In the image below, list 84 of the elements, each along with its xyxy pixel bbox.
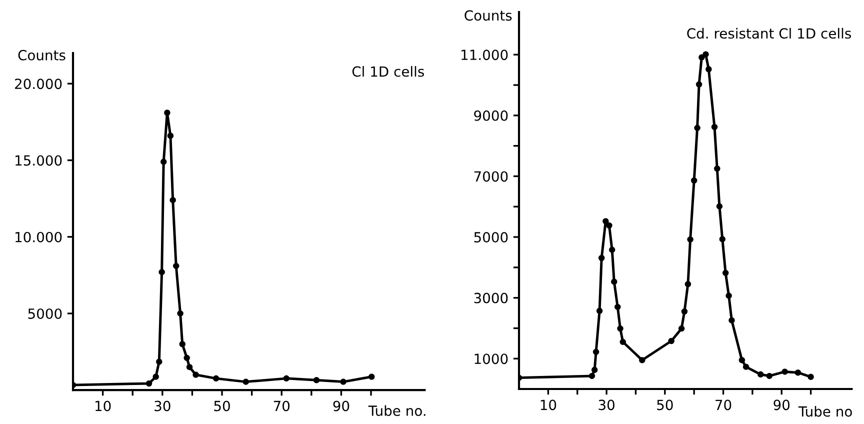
x-tick-label: 50 — [657, 400, 673, 410]
point — [702, 51, 709, 58]
x-tick-label: 90 — [774, 400, 790, 410]
point — [742, 364, 750, 370]
y-tick-label: 5000 — [474, 232, 508, 243]
point — [757, 371, 764, 378]
point — [706, 66, 712, 72]
point — [687, 236, 694, 243]
point — [598, 254, 605, 262]
y-tick-label: 3000 — [474, 292, 508, 304]
x-tick-label: 10 — [95, 400, 111, 412]
point — [728, 317, 735, 324]
x-axis-title: Tube no. — [368, 405, 426, 416]
point — [617, 325, 624, 332]
point — [602, 218, 609, 224]
y-axis-title: Counts — [18, 50, 66, 60]
point — [726, 292, 732, 299]
point — [164, 110, 170, 116]
point — [698, 54, 705, 61]
point — [340, 378, 346, 385]
y-tick-label: 20.000 — [15, 78, 62, 90]
x-tick-label: 10 — [540, 400, 556, 410]
text: Cd. resistant Cl 1D cells — [687, 28, 851, 39]
point — [158, 268, 165, 276]
point — [794, 369, 802, 376]
point — [596, 308, 603, 314]
point — [678, 325, 685, 332]
point — [716, 203, 723, 210]
y-tick-label: 5000 — [28, 308, 62, 319]
point — [167, 132, 174, 139]
point — [170, 196, 176, 204]
point — [242, 378, 249, 385]
point — [152, 374, 159, 380]
y-tick-label: 9000 — [474, 110, 508, 121]
point — [177, 310, 184, 317]
point — [782, 368, 788, 375]
point — [719, 236, 726, 242]
x-tick-label: 70 — [274, 400, 290, 412]
point — [592, 348, 600, 356]
point — [639, 357, 646, 364]
point — [711, 124, 718, 130]
point — [808, 374, 814, 380]
point — [186, 364, 193, 370]
point — [313, 376, 320, 384]
point — [611, 278, 618, 285]
point — [608, 246, 616, 253]
y-tick-label: 10.000 — [16, 232, 62, 242]
point — [146, 380, 152, 387]
point — [766, 372, 772, 380]
point — [690, 177, 698, 184]
x-tick-label: 70 — [716, 400, 732, 410]
point — [606, 222, 612, 229]
point — [681, 308, 688, 315]
point — [212, 375, 220, 382]
point — [696, 81, 702, 88]
point — [722, 270, 729, 276]
y-tick-label: 11.000 — [462, 50, 508, 60]
point — [668, 338, 674, 344]
point — [620, 338, 626, 346]
y-tick-label: 15.000 — [16, 155, 62, 166]
x-tick-label: 30 — [154, 400, 170, 412]
y-tick-label: 7000 — [474, 171, 508, 182]
point — [156, 358, 162, 365]
x-tick-label: 90 — [333, 400, 350, 412]
x-tick-label: 50 — [214, 400, 230, 412]
point — [738, 357, 746, 364]
point — [714, 166, 720, 172]
point — [694, 124, 700, 132]
point — [283, 375, 290, 382]
x-axis-title: Tube no — [798, 406, 852, 417]
point — [591, 366, 598, 373]
point — [160, 158, 167, 165]
point — [684, 281, 692, 288]
y-axis-title: Counts — [464, 10, 512, 21]
point — [614, 304, 621, 310]
y-tick-label: 1000 — [474, 354, 508, 364]
point — [172, 262, 180, 270]
x-tick-label: 30 — [598, 400, 614, 410]
point — [588, 372, 596, 380]
point — [184, 354, 190, 362]
point — [179, 340, 186, 348]
point — [368, 374, 375, 380]
point — [192, 372, 199, 378]
text: Cl 1D cells — [352, 66, 424, 77]
